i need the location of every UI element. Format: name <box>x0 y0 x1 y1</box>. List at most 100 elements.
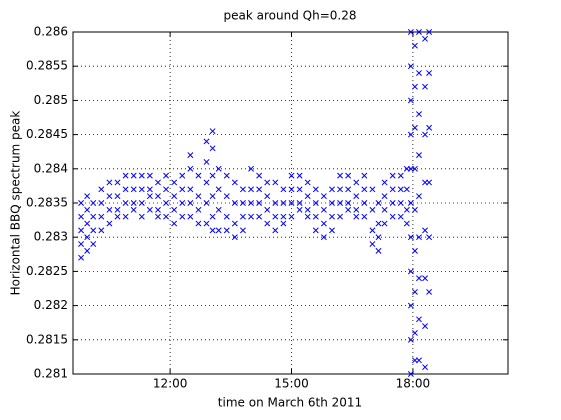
marker <box>389 186 396 193</box>
marker <box>138 213 145 220</box>
marker <box>106 179 113 186</box>
marker <box>397 213 404 220</box>
marker <box>231 179 238 186</box>
marker <box>239 200 246 206</box>
marker <box>416 316 422 323</box>
chart-title: peak around Qh=0.28 <box>224 9 357 23</box>
marker <box>422 275 429 282</box>
marker <box>411 288 418 295</box>
marker <box>256 186 263 193</box>
marker <box>171 220 178 227</box>
marker <box>361 213 368 220</box>
marker <box>361 200 368 206</box>
marker <box>209 213 216 220</box>
x-tick-label: 18:00 <box>396 377 431 391</box>
marker <box>288 200 295 206</box>
marker <box>187 165 194 172</box>
marker <box>264 206 271 213</box>
marker <box>146 186 153 193</box>
x-axis-label: time on March 6th 2011 <box>218 396 362 410</box>
marker <box>361 186 368 193</box>
y-tick-label: 0.284 <box>34 161 68 175</box>
marker <box>381 193 388 200</box>
marker <box>345 172 352 179</box>
marker <box>407 234 414 241</box>
marker <box>280 213 287 220</box>
marker <box>416 357 422 364</box>
marker <box>345 206 352 213</box>
marker <box>215 186 222 193</box>
marker <box>256 172 263 179</box>
marker <box>223 193 230 200</box>
marker <box>114 179 121 186</box>
marker <box>422 131 429 138</box>
marker <box>203 179 210 186</box>
marker <box>426 124 433 131</box>
marker <box>179 172 186 179</box>
marker <box>296 200 303 206</box>
marker <box>239 186 246 193</box>
marker <box>272 200 279 206</box>
marker <box>130 200 137 206</box>
marker <box>337 213 344 220</box>
marker <box>416 234 422 241</box>
marker <box>90 241 97 247</box>
marker <box>78 200 85 206</box>
marker <box>320 220 327 227</box>
marker <box>203 200 210 206</box>
marker <box>203 159 210 165</box>
marker <box>296 172 303 179</box>
marker <box>163 213 170 220</box>
marker <box>209 145 216 152</box>
marker <box>312 186 319 193</box>
marker <box>407 336 414 343</box>
marker <box>203 138 210 145</box>
marker <box>407 29 414 35</box>
marker <box>416 111 422 118</box>
marker <box>215 206 222 213</box>
marker <box>407 302 414 309</box>
marker <box>231 220 238 227</box>
marker <box>209 172 216 179</box>
marker <box>78 227 85 234</box>
marker <box>411 206 418 213</box>
marker <box>337 186 344 193</box>
marker <box>320 206 327 213</box>
marker <box>416 152 422 159</box>
marker <box>381 206 388 213</box>
marker <box>422 227 429 234</box>
marker <box>407 268 414 275</box>
marker <box>375 200 382 206</box>
marker <box>84 247 91 254</box>
marker <box>361 172 368 179</box>
marker <box>426 288 433 295</box>
marker <box>98 213 105 220</box>
marker <box>403 186 410 193</box>
marker <box>223 213 230 220</box>
marker <box>106 193 113 200</box>
y-tick-label: 0.2845 <box>26 127 68 141</box>
marker <box>411 124 418 131</box>
marker <box>114 193 121 200</box>
marker <box>106 220 113 227</box>
marker <box>248 186 255 193</box>
marker <box>403 206 410 213</box>
marker <box>146 193 153 200</box>
marker <box>84 220 91 227</box>
marker <box>122 172 129 179</box>
marker <box>215 227 222 234</box>
marker <box>411 165 418 172</box>
y-tick-label: 0.283 <box>34 230 68 244</box>
marker <box>375 234 382 241</box>
marker <box>422 83 429 90</box>
marker <box>223 172 230 179</box>
marker <box>272 213 279 220</box>
marker <box>288 213 295 220</box>
marker <box>171 179 178 186</box>
marker <box>209 227 216 234</box>
marker <box>122 200 129 206</box>
marker <box>416 193 422 200</box>
marker <box>84 234 91 241</box>
marker <box>130 206 137 213</box>
